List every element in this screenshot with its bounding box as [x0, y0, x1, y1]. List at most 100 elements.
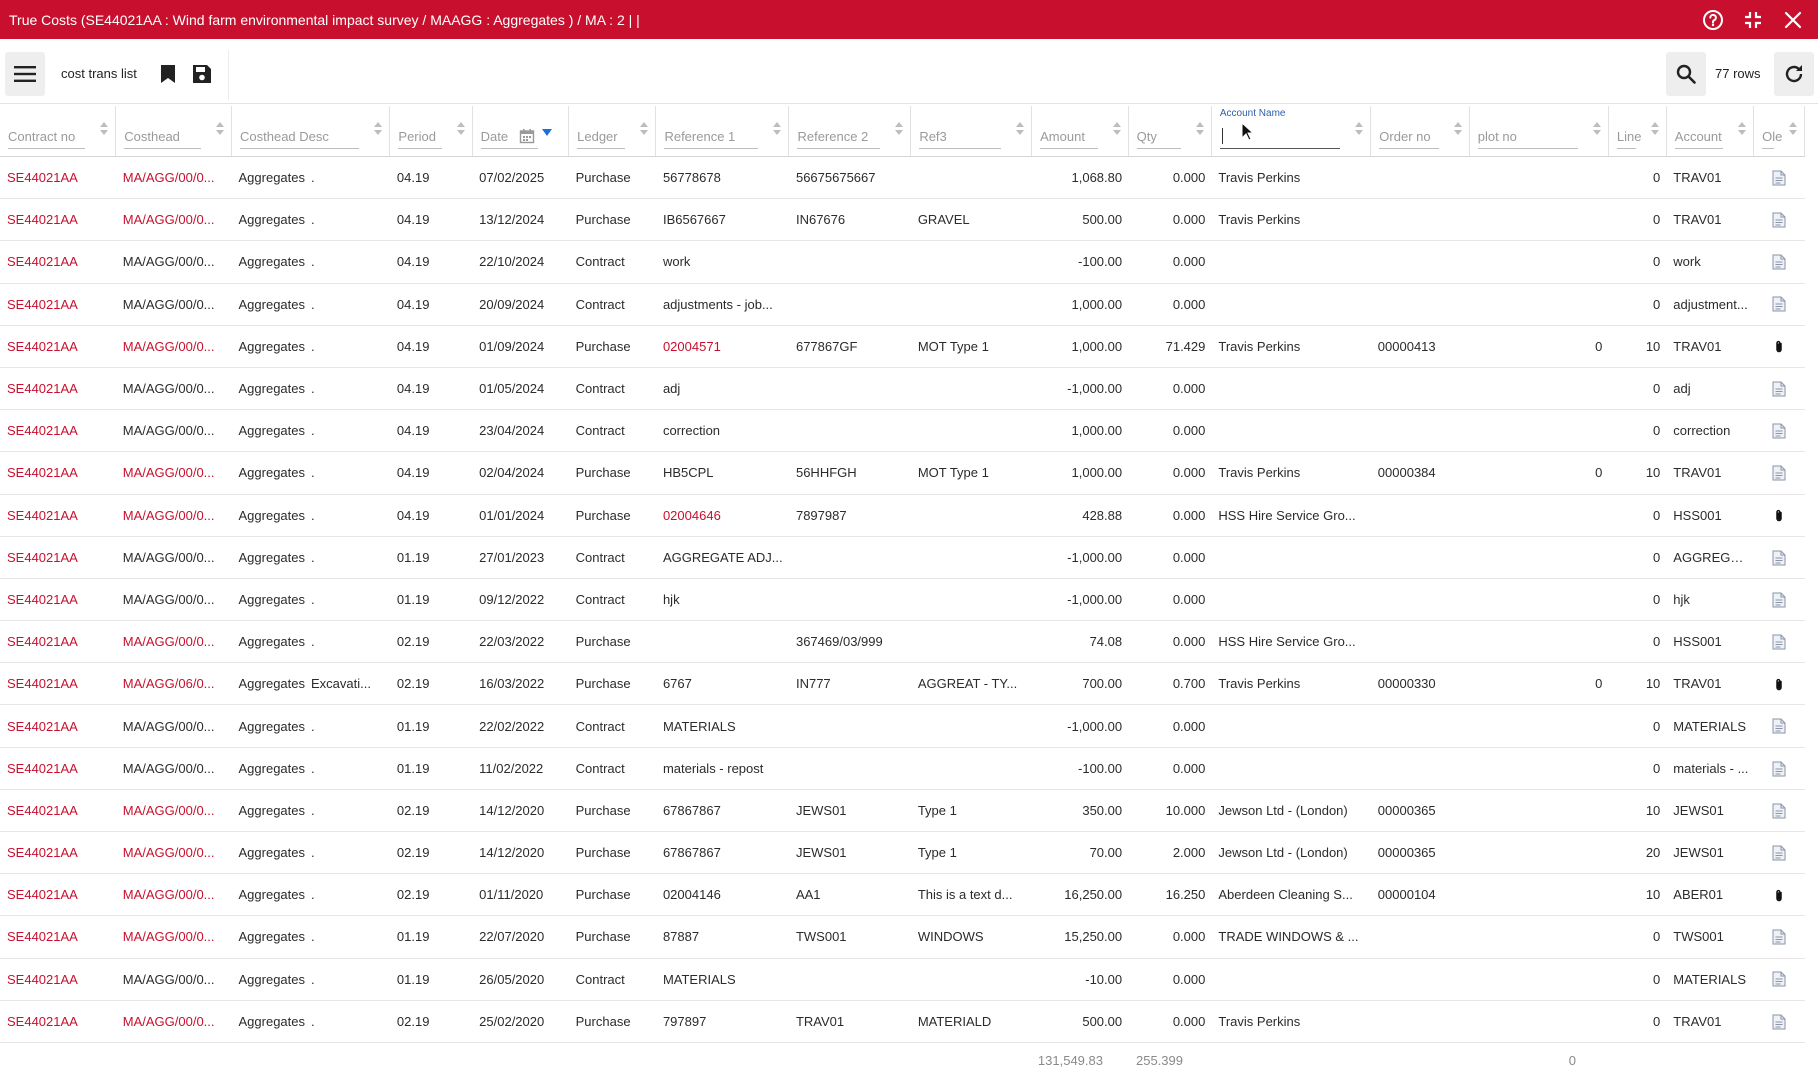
cell-ole[interactable] — [1753, 747, 1805, 790]
cell-ole[interactable] — [1753, 662, 1805, 706]
collapse-icon[interactable] — [1740, 7, 1766, 33]
cell-ole[interactable] — [1753, 831, 1805, 875]
table-row[interactable]: SE44021AA MA/AGG/00/0... Aggregates. 02.19 2… — [0, 1000, 1805, 1043]
table-row[interactable]: SE44021AA MA/AGG/00/0... Aggregates. 01.19 1… — [0, 747, 1805, 790]
search-button[interactable] — [1666, 52, 1706, 96]
sort-icon[interactable] — [1592, 122, 1602, 140]
cell-contract-no[interactable]: SE44021AA — [0, 409, 116, 453]
sort-icon[interactable] — [1112, 122, 1122, 140]
cell-ole[interactable] — [1753, 367, 1805, 411]
column-header-costhead[interactable]: Costhead — [115, 106, 232, 157]
cell-ole[interactable] — [1753, 704, 1805, 748]
table-row[interactable]: SE44021AA MA/AGG/00/0... Aggregates. 02.19 1… — [0, 831, 1805, 875]
table-row[interactable]: SE44021AA MA/AGG/00/0... Aggregates. 01.19 2… — [0, 704, 1805, 748]
cell-contract-no[interactable]: SE44021AA — [0, 704, 116, 748]
cell-costhead[interactable]: MA/AGG/00/0... — [115, 620, 232, 664]
document-icon[interactable] — [1772, 1014, 1786, 1030]
column-header-ole[interactable]: Ole — [1753, 106, 1805, 157]
document-icon[interactable] — [1772, 761, 1786, 777]
table-row[interactable]: SE44021AA MA/AGG/00/0... Aggregates. 01.19 2… — [0, 915, 1805, 959]
cell-contract-no[interactable]: SE44021AA — [0, 283, 116, 326]
bookmark-icon[interactable] — [157, 62, 179, 86]
cell-ole[interactable] — [1753, 240, 1805, 284]
table-row[interactable]: SE44021AA MA/AGG/00/0... Aggregates. 01.19 2… — [0, 536, 1805, 579]
column-header-date[interactable]: Date — [472, 106, 570, 157]
cell-costhead[interactable]: MA/AGG/00/0... — [115, 283, 232, 326]
cell-costhead[interactable]: MA/AGG/00/0... — [115, 156, 232, 200]
document-icon[interactable] — [1772, 465, 1786, 481]
sort-icon[interactable] — [1453, 122, 1463, 140]
cell-ole[interactable] — [1753, 915, 1805, 959]
table-row[interactable]: SE44021AA MA/AGG/00/0... Aggregates. 04.19 2… — [0, 283, 1805, 326]
table-row[interactable]: SE44021AA MA/AGG/00/0... Aggregates. 02.19 2… — [0, 620, 1805, 664]
sort-descending-icon[interactable] — [542, 129, 553, 136]
document-icon[interactable] — [1772, 718, 1786, 734]
cell-ole[interactable] — [1753, 156, 1805, 200]
cell-costhead[interactable]: MA/AGG/00/0... — [115, 704, 232, 748]
column-header-ledger[interactable]: Ledger — [568, 106, 657, 157]
cell-costhead[interactable]: MA/AGG/00/0... — [115, 1000, 232, 1043]
document-icon[interactable] — [1772, 845, 1786, 861]
cell-ole[interactable] — [1753, 283, 1805, 326]
sort-icon[interactable] — [373, 122, 383, 140]
save-icon[interactable] — [190, 62, 214, 86]
cell-ole[interactable] — [1753, 409, 1805, 453]
cell-costhead[interactable]: MA/AGG/06/0... — [115, 662, 232, 706]
cell-costhead[interactable]: MA/AGG/00/0... — [115, 536, 232, 579]
attachment-icon[interactable] — [1773, 340, 1785, 354]
cell-costhead[interactable]: MA/AGG/00/0... — [115, 367, 232, 411]
cell-costhead[interactable]: MA/AGG/00/0... — [115, 240, 232, 284]
close-icon[interactable] — [1780, 7, 1806, 33]
table-row[interactable]: SE44021AA MA/AGG/00/0... Aggregates. 02.19 0… — [0, 873, 1805, 917]
attachment-icon[interactable] — [1773, 889, 1785, 903]
table-row[interactable]: SE44021AA MA/AGG/00/0... Aggregates. 04.19 2… — [0, 240, 1805, 284]
cell-contract-no[interactable]: SE44021AA — [0, 536, 116, 579]
sort-icon[interactable] — [215, 122, 225, 140]
document-icon[interactable] — [1772, 254, 1786, 270]
column-header-ref3[interactable]: Ref3 — [910, 106, 1033, 157]
document-icon[interactable] — [1772, 212, 1786, 228]
document-icon[interactable] — [1772, 550, 1786, 566]
cell-costhead[interactable]: MA/AGG/00/0... — [115, 831, 232, 875]
column-header-costhead-desc[interactable]: Costhead Desc — [231, 106, 391, 157]
cell-contract-no[interactable]: SE44021AA — [0, 451, 116, 495]
cell-contract-no[interactable]: SE44021AA — [0, 831, 116, 875]
column-header-account[interactable]: Account — [1666, 106, 1755, 157]
sort-icon[interactable] — [1015, 122, 1025, 140]
column-header-reference-1[interactable]: Reference 1 — [655, 106, 790, 157]
sort-icon[interactable] — [894, 122, 904, 140]
cell-ole[interactable] — [1753, 1000, 1805, 1043]
cell-costhead[interactable]: MA/AGG/00/0... — [115, 325, 232, 368]
document-icon[interactable] — [1772, 381, 1786, 397]
cell-contract-no[interactable]: SE44021AA — [0, 1000, 116, 1043]
column-header-line[interactable]: Line — [1608, 106, 1667, 157]
cell-contract-no[interactable]: SE44021AA — [0, 915, 116, 959]
cell-contract-no[interactable]: SE44021AA — [0, 578, 116, 622]
cell-contract-no[interactable]: SE44021AA — [0, 494, 116, 537]
cell-ole[interactable] — [1753, 958, 1805, 1001]
document-icon[interactable] — [1772, 296, 1786, 312]
cell-costhead[interactable]: MA/AGG/00/0... — [115, 873, 232, 917]
refresh-button[interactable] — [1774, 52, 1814, 96]
cell-contract-no[interactable]: SE44021AA — [0, 325, 116, 368]
document-icon[interactable] — [1772, 170, 1786, 186]
column-header-amount[interactable]: Amount — [1031, 106, 1129, 157]
column-header-reference-2[interactable]: Reference 2 — [788, 106, 912, 157]
table-row[interactable]: SE44021AA MA/AGG/00/0... Aggregates. 04.19 0… — [0, 451, 1805, 495]
cell-contract-no[interactable]: SE44021AA — [0, 789, 116, 833]
cell-contract-no[interactable]: SE44021AA — [0, 873, 116, 917]
cell-contract-no[interactable]: SE44021AA — [0, 367, 116, 411]
column-header-period[interactable]: Period — [389, 106, 473, 157]
table-row[interactable]: SE44021AA MA/AGG/00/0... Aggregates. 04.19 2… — [0, 409, 1805, 453]
cell-contract-no[interactable]: SE44021AA — [0, 662, 116, 706]
table-row[interactable]: SE44021AA MA/AGG/06/0... Aggregates Excavat… — [0, 662, 1805, 706]
cell-costhead[interactable]: MA/AGG/00/0... — [115, 789, 232, 833]
cell-costhead[interactable]: MA/AGG/00/0... — [115, 915, 232, 959]
document-icon[interactable] — [1772, 929, 1786, 945]
column-header-plot-no[interactable]: plot no — [1469, 106, 1609, 157]
account-name-filter-input[interactable] — [1219, 148, 1341, 149]
column-header-account-name[interactable]: Account Name — [1211, 106, 1372, 157]
sort-icon[interactable] — [639, 122, 649, 140]
column-header-contract-no[interactable]: Contract no — [0, 106, 117, 157]
menu-button[interactable] — [5, 52, 45, 96]
